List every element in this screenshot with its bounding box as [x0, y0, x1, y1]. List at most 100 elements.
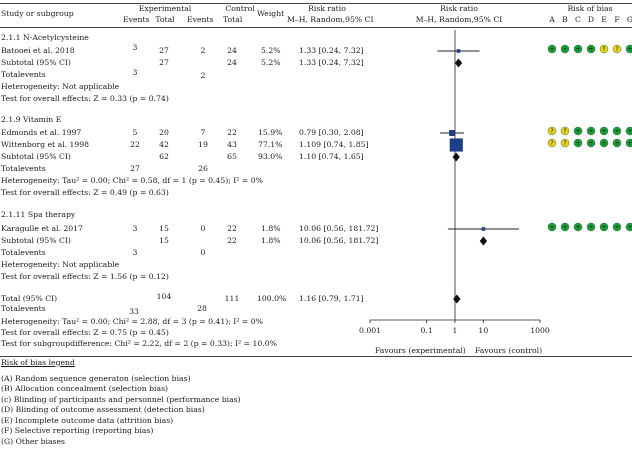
subtotal-exp-total: 62	[159, 152, 169, 161]
exp-total: 27	[159, 46, 169, 55]
bias-symbol: +	[549, 46, 554, 53]
totalevents-ctrl: 26	[198, 164, 208, 173]
bias-symbol: +	[588, 140, 593, 147]
legend-item: (F) Selective reporting (reporting bias)	[1, 426, 154, 435]
axis-tick-label: 1000	[530, 326, 550, 335]
study-name: Wittenborg et al. 1998	[1, 140, 90, 149]
exp-events: 3	[132, 224, 138, 233]
totalevents-ctrl: 0	[200, 248, 206, 257]
bias-dot-green	[586, 126, 596, 136]
bias-symbol: +	[614, 140, 619, 147]
bias-symbol: ?	[615, 46, 618, 53]
subtotal-weight: 5.2%	[261, 58, 281, 67]
ctrl-events: 2	[200, 46, 206, 55]
subtotal-exp-total: 15	[159, 236, 169, 245]
bias-symbol: +	[588, 224, 593, 231]
ctrl-total: 24	[227, 46, 237, 55]
bias-symbol: +	[575, 46, 580, 53]
effect-square	[456, 49, 461, 53]
bias-dot-green	[625, 44, 632, 54]
overall-diamond	[453, 294, 461, 304]
ci-value: 1.33 [0.24, 7.32]	[299, 46, 364, 55]
bias-dot-green	[612, 138, 622, 148]
effect-square	[481, 227, 486, 231]
bias-column-letter: A	[549, 15, 555, 24]
bias-dot-green	[599, 138, 609, 148]
group-title: 2.1.9 Vitamin E	[1, 115, 62, 124]
total-exp-total: 104	[156, 292, 172, 301]
bias-symbol: +	[562, 224, 567, 231]
totalevents-exp: 3	[132, 248, 138, 257]
bias-symbol: +	[575, 128, 580, 135]
overall-effect-text: Test for overall effects: Z = 0.33 (p = …	[1, 94, 169, 103]
exp-events: 22	[130, 140, 140, 149]
bias-dot-yellow	[612, 44, 622, 54]
bias-dot-green	[560, 222, 570, 232]
experimental-total-header: Total	[155, 15, 175, 24]
bias-symbol: +	[575, 224, 580, 231]
bias-symbol: +	[627, 46, 632, 53]
bias-symbol: +	[588, 128, 593, 135]
control-total-header: Total	[223, 15, 243, 24]
subtotal-ctrl-total: 65	[227, 152, 237, 161]
subtotal-label: Subtotal (95% CI)	[1, 152, 71, 161]
axis-tick-label: 0.001	[358, 326, 381, 335]
ctrl-events: 7	[200, 128, 206, 137]
totalevents-ctrl: 2	[200, 71, 206, 80]
method-header: M–H, Random,95% CI	[287, 15, 374, 24]
exp-total: 42	[159, 140, 169, 149]
subtotal-label: Subtotal (95% CI)	[1, 58, 71, 67]
group-title: 2.1.11 Spa therapy	[1, 210, 76, 219]
bias-dot-green	[586, 222, 596, 232]
risk-of-bias-header: Risk of bias	[567, 4, 613, 13]
bias-dot-yellow	[547, 126, 557, 136]
subtotal-diamond	[452, 152, 460, 162]
bias-dot-green	[573, 126, 583, 136]
experimental-header: Experimental	[138, 4, 192, 13]
legend-item: (B) Allocation concealment (selection bi…	[1, 384, 169, 393]
axis-tick-label: 1	[452, 326, 458, 335]
bias-dot-yellow	[560, 138, 570, 148]
study-column-header: Study or subgroup	[1, 9, 74, 18]
total-overall-effect-text: Test for overall effects: Z = 0.75 (p = …	[1, 328, 169, 337]
favours-control-label: Favours (control)	[475, 346, 543, 355]
bias-symbol: +	[627, 224, 632, 231]
legend-item: (c) Blinding of participants and personn…	[1, 395, 241, 404]
bias-column-letter: B	[562, 15, 568, 24]
bias-dot-green	[612, 126, 622, 136]
bias-symbol: ?	[563, 140, 566, 147]
plot-risk-ratio-header: Risk ratio	[440, 4, 478, 13]
bias-dot-yellow	[599, 44, 609, 54]
legend-item: (G) Other biases	[1, 437, 65, 446]
legend-divider	[0, 356, 632, 357]
subtotal-label: Subtotal (95% CI)	[1, 236, 71, 245]
bias-symbol: ?	[602, 46, 605, 53]
study-name: Batooei et al. 2018	[1, 46, 75, 55]
bias-column-letter: F	[614, 15, 620, 24]
bias-symbol: +	[627, 140, 632, 147]
bias-symbol: ?	[550, 128, 553, 135]
bias-symbol: +	[575, 140, 580, 147]
total-totalevents-label: Totalevents	[1, 304, 46, 313]
plot-method-header: M–H, Random,95% CI	[415, 15, 503, 24]
axis-tick-label: 0.1	[420, 326, 433, 335]
subtotal-diamond	[454, 58, 463, 68]
subtotal-ci: 10.06 [0.56, 181.72]	[299, 236, 379, 245]
bias-column-letter: G	[626, 15, 632, 24]
ctrl-total: 22	[227, 224, 237, 233]
bias-column-letter: E	[601, 15, 607, 24]
bias-symbol: ?	[563, 128, 566, 135]
bias-dot-green	[560, 44, 570, 54]
heterogeneity-text: Heterogeneity: Not applicable	[1, 82, 120, 91]
exp-events: 5	[132, 128, 138, 137]
top-border-line	[0, 3, 632, 4]
bias-symbol: +	[601, 128, 606, 135]
exp-total: 15	[159, 224, 169, 233]
bias-dot-green	[586, 138, 596, 148]
subgroup-difference-text: Test for subgroupdifference: Chi² = 2.22…	[1, 339, 277, 348]
bias-dot-green	[547, 222, 557, 232]
overall-effect-text: Test for overall effects: Z = 1.56 (p = …	[1, 272, 169, 281]
ctrl-events: 0	[200, 224, 206, 233]
bias-dot-green	[625, 138, 632, 148]
